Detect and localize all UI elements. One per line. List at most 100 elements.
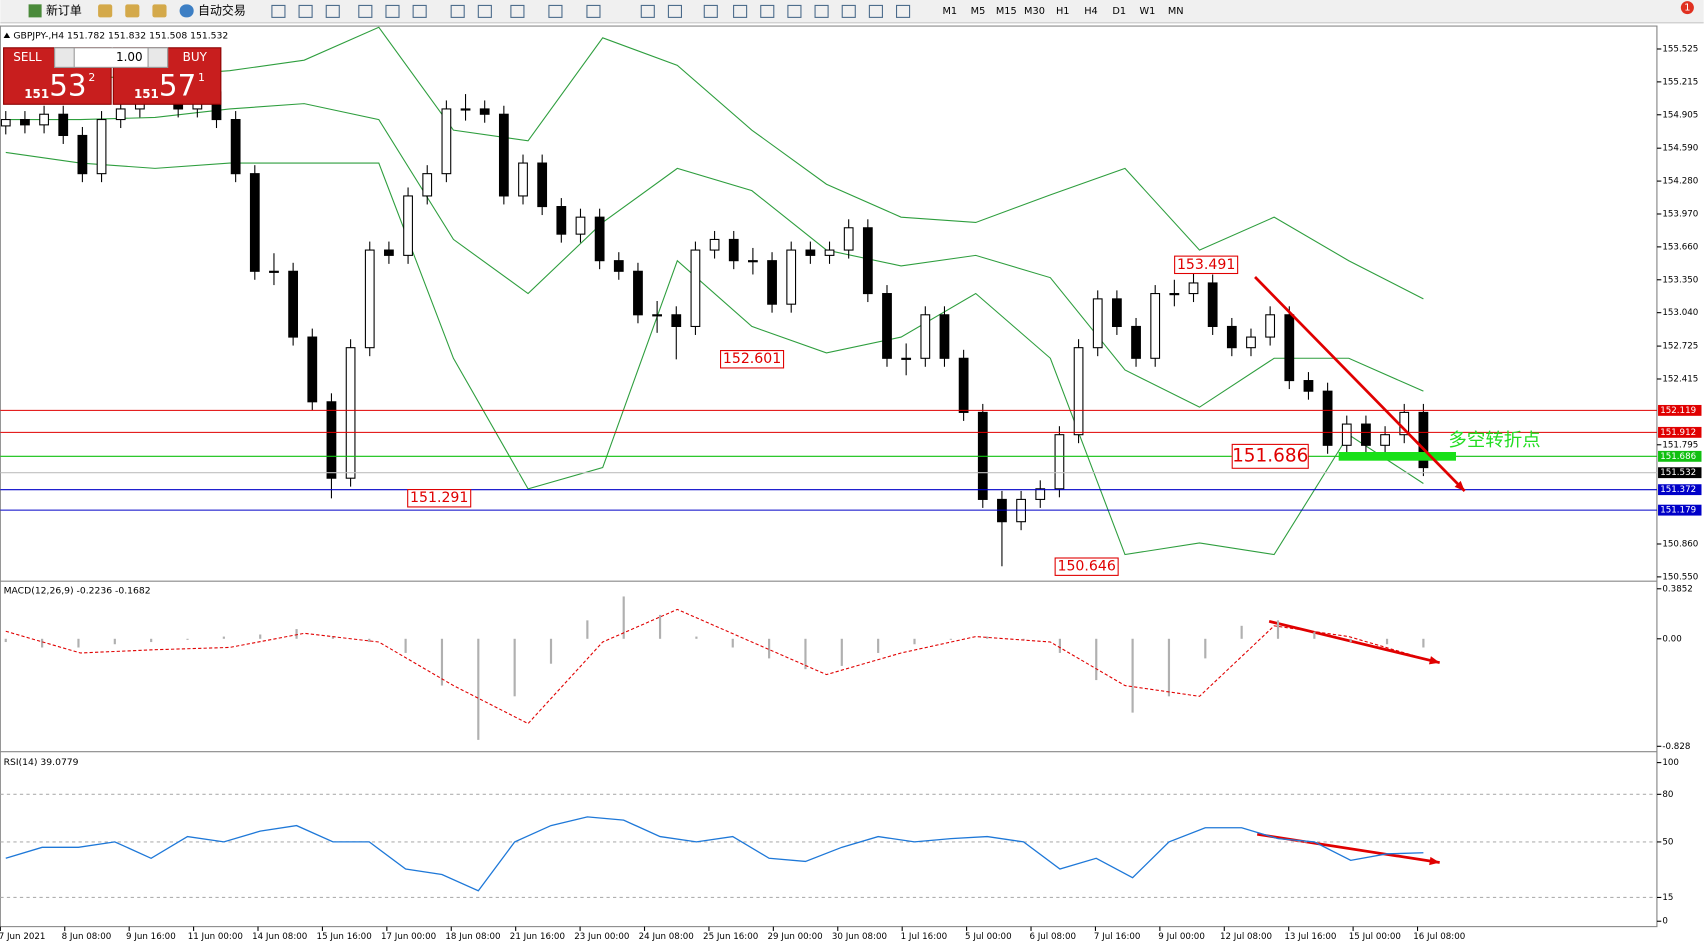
candle-body (901, 357, 912, 360)
timeframe-button[interactable]: H4 (1084, 6, 1098, 17)
toolbar (0, 0, 1704, 23)
lots-value[interactable]: 1.00 (116, 50, 143, 64)
lots-down[interactable] (54, 47, 75, 68)
buy-label[interactable]: BUY (183, 50, 208, 64)
toolbar-icon[interactable] (358, 4, 373, 18)
y-tick-label: 152.415 (1662, 374, 1698, 384)
candle-body (537, 162, 548, 208)
candle-body (633, 270, 643, 316)
toolbar-icon[interactable] (152, 4, 167, 18)
x-tick-label: 7 Jun 2021 (0, 932, 45, 942)
toolbar-icon[interactable] (640, 4, 655, 18)
toolbar-icon[interactable] (450, 4, 465, 18)
timeframe-button[interactable]: MN (1168, 6, 1184, 17)
rsi-label: RSI(14) 39.0779 (4, 757, 79, 768)
toolbar-icon[interactable] (586, 4, 601, 18)
x-tick-label: 13 Jul 16:00 (1284, 932, 1336, 942)
toolbar-icon[interactable] (703, 4, 718, 18)
y-tick-label: 155.525 (1662, 44, 1698, 54)
candle-body (1303, 380, 1314, 392)
candle-body (843, 227, 854, 251)
annotation-box (407, 489, 472, 508)
candle-body (307, 336, 318, 403)
candle-body (115, 108, 126, 121)
x-tick-label: 17 Jun 00:00 (381, 932, 436, 942)
pivot-label: 151.686 (1232, 445, 1308, 466)
y-tick-label: 0.3852 (1662, 584, 1692, 594)
candle-body (824, 249, 835, 256)
alert-count[interactable]: 1 (1684, 3, 1690, 14)
candle-body (403, 195, 413, 256)
lots-up[interactable] (147, 47, 169, 68)
candle-body (652, 314, 662, 317)
toolbar-icon[interactable] (298, 4, 313, 18)
new-order-icon (28, 4, 42, 18)
toolbar-icon[interactable] (271, 4, 286, 18)
x-tick-label: 16 Jul 08:00 (1413, 932, 1465, 942)
x-tick-label: 25 Jun 16:00 (703, 932, 758, 942)
timeframe-button[interactable]: W1 (1140, 6, 1156, 17)
candle-body (939, 314, 950, 359)
annotation-label: 151.291 (410, 490, 468, 506)
x-tick-label: 11 Jun 00:00 (188, 932, 243, 942)
candle-body (0, 119, 11, 127)
candle-body (1073, 347, 1084, 436)
x-tick-label: 5 Jul 00:00 (965, 932, 1012, 942)
price-level-tag (1658, 484, 1702, 496)
alert-badge (1680, 1, 1694, 15)
timeframe-button[interactable]: M30 (1024, 6, 1045, 17)
toolbar-icon[interactable] (385, 4, 400, 18)
auto-trading-button[interactable]: 自动交易 (198, 2, 246, 17)
toolbar-icon[interactable] (841, 4, 856, 18)
y-tick-label: 153.350 (1662, 275, 1698, 285)
toolbar-icon[interactable] (98, 4, 113, 18)
toolbar-icon[interactable] (325, 4, 340, 18)
y-tick-label: 154.280 (1662, 177, 1698, 187)
y-tick-label: 152.725 (1662, 342, 1698, 352)
toolbar-icon[interactable] (510, 4, 525, 18)
price-level-label: 152.119 (1660, 406, 1696, 416)
toolbar-icon[interactable] (667, 4, 682, 18)
candle-body (748, 260, 758, 263)
y-tick-label: 153.660 (1662, 242, 1698, 252)
toolbar-icon[interactable] (787, 4, 802, 18)
candle-body (269, 270, 279, 273)
candle-body (1418, 411, 1429, 469)
y-tick-label: 154.590 (1662, 144, 1698, 154)
toolbar-icon[interactable] (895, 4, 911, 18)
toolbar-icon[interactable] (733, 4, 748, 18)
toolbar-icon[interactable] (814, 4, 829, 18)
price-level-label: 151.532 (1660, 468, 1696, 478)
candle-body (384, 249, 394, 256)
timeframe-button[interactable]: D1 (1112, 6, 1126, 17)
candle-body (1054, 434, 1065, 490)
price-level-label: 151.372 (1660, 485, 1696, 495)
pivot-box (1231, 443, 1309, 469)
candle-body (230, 119, 241, 175)
toolbar-icon[interactable] (868, 4, 883, 18)
y-tick-label: 80 (1662, 790, 1673, 800)
x-tick-label: 24 Jun 08:00 (639, 932, 694, 942)
y-tick-label: 0.00 (1662, 634, 1681, 644)
candle-body (1092, 298, 1103, 349)
timeframe-button[interactable]: M15 (996, 6, 1017, 17)
toolbar-icon[interactable] (760, 4, 775, 18)
price-level-tag (1658, 426, 1702, 438)
candle-body (690, 249, 701, 328)
timeframe-button[interactable]: M1 (942, 6, 957, 17)
toolbar-icon[interactable] (412, 4, 427, 18)
macd-signal (5, 608, 1424, 725)
sell-label[interactable]: SELL (13, 50, 42, 64)
candle-body (1322, 390, 1333, 446)
new-order-button[interactable]: 新订单 (46, 2, 82, 17)
timeframe-button[interactable]: M5 (971, 6, 986, 17)
x-tick-label: 15 Jul 00:00 (1349, 932, 1401, 942)
candle-body (77, 134, 88, 175)
timeframe-button[interactable]: H1 (1056, 6, 1070, 17)
toolbar-icon[interactable] (477, 4, 492, 18)
toolbar-icon[interactable] (548, 4, 563, 18)
toolbar-icon[interactable] (125, 4, 140, 18)
candle-body (479, 108, 490, 115)
